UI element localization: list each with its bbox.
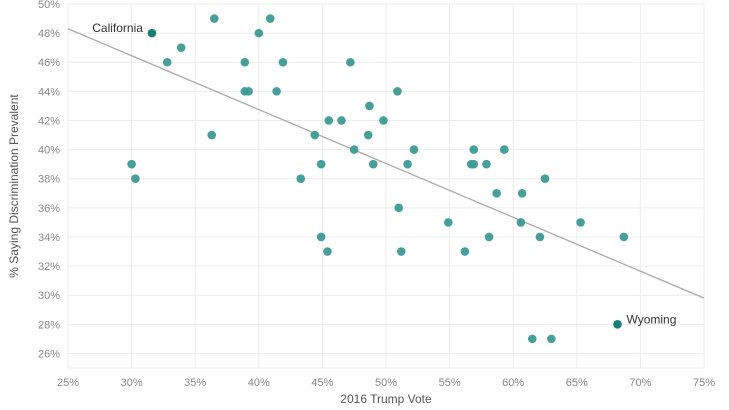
y-tick-label: 30% (38, 290, 60, 302)
data-point (316, 232, 326, 242)
data-point (363, 130, 373, 140)
y-tick-label: 26% (38, 348, 60, 360)
y-tick-label: 48% (38, 28, 60, 40)
data-point (127, 159, 136, 169)
data-point (316, 159, 326, 169)
data-point (527, 334, 537, 344)
data-point (482, 159, 491, 169)
x-tick-label: 30% (121, 377, 143, 389)
data-point (403, 159, 412, 169)
y-tick-label: 38% (38, 174, 60, 186)
data-point (368, 159, 378, 169)
data-point (576, 218, 585, 227)
data-point (516, 218, 526, 227)
data-point (499, 145, 509, 154)
data-point (396, 247, 406, 256)
data-point (324, 116, 334, 125)
data-point (349, 145, 359, 154)
data-point (409, 145, 419, 154)
y-tick-label: 44% (38, 86, 60, 98)
point-annotation: California (92, 21, 143, 35)
data-point (240, 57, 250, 67)
y-tick-label: 34% (38, 232, 60, 244)
x-tick-label: 50% (375, 377, 397, 389)
data-point (310, 130, 320, 140)
data-point (337, 116, 346, 125)
data-point (540, 174, 550, 184)
gridlines (67, 3, 705, 369)
data-point (535, 232, 545, 242)
x-axis-ticks: 25% 30% 35% 40% 45% 50% 55% 60% 65% 70% 75% (57, 377, 715, 389)
x-axis-title: 2016 Trump Vote (340, 392, 432, 406)
data-point (265, 14, 275, 23)
data-point (619, 232, 629, 242)
data-point (394, 203, 404, 213)
y-axis-title: % Saying Discrimination Prevalent (7, 94, 21, 278)
x-tick-label: 65% (566, 377, 588, 389)
data-point (379, 116, 388, 125)
x-tick-label: 35% (184, 377, 206, 389)
x-tick-label: 55% (439, 377, 461, 389)
data-point (460, 247, 470, 256)
x-tick-label: 70% (629, 377, 651, 389)
data-point (346, 57, 355, 67)
data-point (517, 188, 527, 198)
x-tick-label: 60% (502, 377, 524, 389)
highlighted-point (613, 320, 622, 329)
y-tick-label: 28% (38, 319, 60, 331)
y-axis-ticks: 26% 28% 30% 32% 34% 36% 38% 40% 42% 44% 46% 48% 50% (38, 0, 60, 360)
y-tick-label: 32% (38, 261, 60, 273)
data-point (365, 101, 374, 111)
data-point (492, 188, 501, 198)
y-tick-label: 42% (38, 115, 60, 127)
data-point (296, 174, 306, 184)
data-point (176, 43, 186, 52)
y-tick-label: 50% (38, 0, 60, 11)
x-tick-label: 40% (248, 377, 270, 389)
x-tick-label: 45% (311, 377, 333, 389)
x-tick-label: 25% (57, 377, 79, 389)
highlighted-point (147, 28, 157, 38)
y-tick-label: 40% (38, 145, 60, 157)
data-point (162, 57, 172, 67)
data-point (323, 247, 332, 256)
y-tick-label: 46% (38, 57, 60, 69)
highlighted-points: California Wyoming (92, 21, 676, 329)
data-point (272, 87, 281, 96)
data-point (244, 87, 253, 96)
x-tick-label: 75% (693, 377, 715, 389)
data-points (127, 14, 629, 344)
data-point (393, 87, 402, 96)
data-point (254, 28, 264, 38)
data-point (444, 218, 453, 227)
data-point (484, 232, 494, 242)
point-annotation: Wyoming (627, 312, 677, 326)
trend-line (67, 28, 705, 299)
data-point (207, 130, 217, 140)
data-point (547, 334, 556, 344)
data-point (469, 159, 479, 169)
y-tick-label: 36% (38, 203, 60, 215)
data-point (209, 14, 219, 23)
data-point (278, 57, 288, 67)
data-point (131, 174, 140, 184)
data-point (469, 145, 479, 154)
